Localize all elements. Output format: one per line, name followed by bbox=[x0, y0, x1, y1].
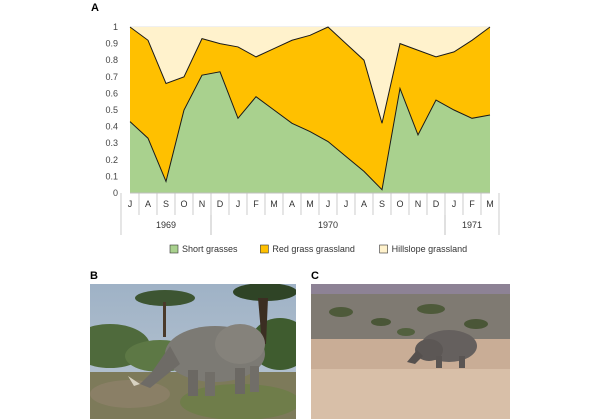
year-label: 1970 bbox=[318, 220, 338, 230]
y-tick-label: 0 bbox=[113, 188, 118, 198]
x-tick-label: N bbox=[199, 199, 206, 209]
y-axis-ticks: 0 0.1 0.2 0.3 0.4 0.5 0.6 0.7 0.8 0.9 1 bbox=[105, 22, 118, 198]
x-tick-label: O bbox=[396, 199, 403, 209]
x-tick-label: A bbox=[361, 199, 367, 209]
legend-label: Short grasses bbox=[182, 244, 238, 254]
x-tick-label: F bbox=[469, 199, 475, 209]
x-tick-label: J bbox=[326, 199, 331, 209]
series-boundary-line bbox=[129, 71, 491, 191]
stacked-area-chart: 0 0.1 0.2 0.3 0.4 0.5 0.6 0.7 0.8 0.9 1 J A S O N D J F M A… bbox=[105, 22, 500, 254]
area-series-3 bbox=[130, 27, 490, 124]
y-tick-label: 0.4 bbox=[105, 122, 118, 132]
legend-swatch bbox=[169, 244, 179, 254]
year-label: 1971 bbox=[462, 220, 482, 230]
x-tick-label: N bbox=[415, 199, 422, 209]
year-label: 1969 bbox=[156, 220, 176, 230]
legend-label: Red grass grassland bbox=[272, 244, 355, 254]
x-tick-label: M bbox=[270, 199, 278, 209]
legend-swatch bbox=[260, 244, 269, 254]
y-tick-label: 0.1 bbox=[105, 171, 118, 181]
area-series-2 bbox=[130, 27, 490, 190]
y-tick-label: 0.3 bbox=[105, 138, 118, 148]
x-tick-label: J bbox=[344, 199, 349, 209]
y-tick-label: 0.2 bbox=[105, 155, 118, 165]
series-boundary-line bbox=[129, 26, 491, 124]
x-tick-label: M bbox=[486, 199, 494, 209]
x-tick-label: D bbox=[433, 199, 440, 209]
x-tick-label: M bbox=[306, 199, 314, 209]
x-tick-label: J bbox=[452, 199, 457, 209]
x-tick-label: A bbox=[145, 199, 151, 209]
panel-label-b: B bbox=[90, 270, 98, 282]
y-tick-label: 0.6 bbox=[105, 88, 118, 98]
rhino-photo-right bbox=[311, 284, 510, 419]
x-tick-label: O bbox=[180, 199, 187, 209]
x-tick-label: J bbox=[236, 199, 241, 209]
area-layer bbox=[129, 26, 491, 193]
y-tick-label: 0.9 bbox=[105, 39, 118, 49]
y-tick-label: 0.7 bbox=[105, 72, 118, 82]
x-tick-label: S bbox=[379, 199, 385, 209]
y-tick-label: 0.8 bbox=[105, 55, 118, 65]
legend-swatch bbox=[379, 244, 388, 254]
x-tick-label: D bbox=[217, 199, 224, 209]
rhino-photo-left bbox=[90, 284, 296, 419]
x-tick-label: J bbox=[128, 199, 133, 209]
x-tick-label: S bbox=[163, 199, 169, 209]
x-axis: J A S O N D J F M A M J J A S O N D J F M 1969 1970 1971 bbox=[120, 192, 500, 235]
legend: Short grasses Red grass grassland Hillslop… bbox=[169, 244, 468, 254]
area-series-1 bbox=[130, 71, 490, 193]
legend-label: Hillslope grassland bbox=[392, 244, 468, 254]
x-tick-label: F bbox=[253, 199, 259, 209]
panel-label-c: C bbox=[311, 270, 319, 282]
panel-label-a: A bbox=[91, 2, 99, 14]
y-tick-label: 0.5 bbox=[105, 105, 118, 115]
y-tick-label: 1 bbox=[113, 22, 118, 32]
x-tick-label: A bbox=[289, 199, 295, 209]
